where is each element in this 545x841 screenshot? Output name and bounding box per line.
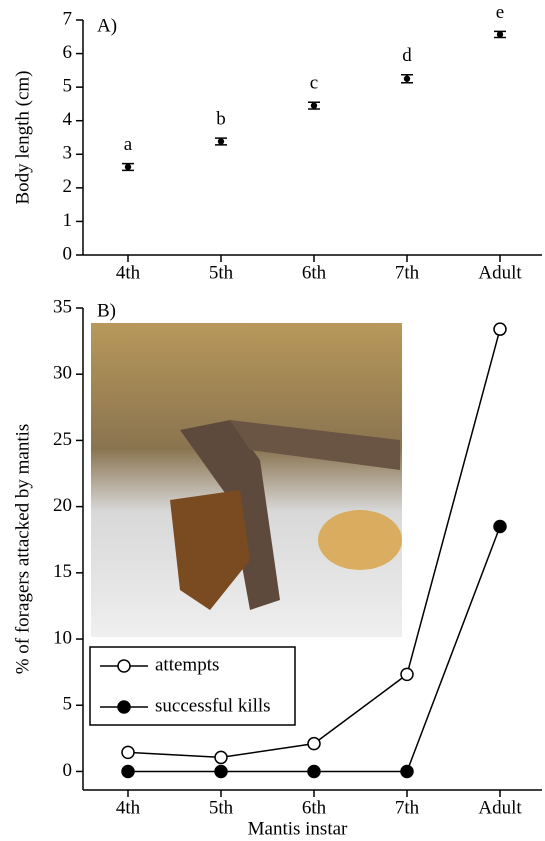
y-tick-label: 25 [53, 429, 72, 450]
point [401, 765, 413, 777]
x-tick-label: Adult [478, 262, 522, 283]
y-tick-label: 0 [63, 243, 73, 264]
significance-letter: d [402, 45, 412, 66]
point [218, 138, 224, 144]
significance-letter: e [496, 2, 504, 23]
x-tick-label: 6th [302, 262, 327, 283]
y-tick-label: 6 [63, 42, 73, 63]
y-tick-label: 30 [53, 363, 72, 384]
y-tick-label: 5 [63, 76, 73, 97]
x-tick-label: 5th [209, 797, 234, 818]
x-axis-label: Mantis instar [248, 818, 348, 839]
legend-marker [118, 660, 130, 672]
x-tick-label: 4th [116, 262, 141, 283]
point [497, 31, 503, 37]
y-tick-label: 2 [63, 176, 73, 197]
significance-letter: a [124, 134, 133, 155]
x-tick-label: 6th [302, 797, 327, 818]
point [404, 76, 410, 82]
legend-marker [118, 701, 130, 713]
y-tick-label: 20 [53, 495, 72, 516]
panel-title: B) [97, 300, 116, 321]
x-tick-label: 5th [209, 262, 234, 283]
point [401, 668, 413, 680]
point [215, 751, 227, 763]
y-tick-label: 7 [63, 8, 73, 29]
point [122, 746, 134, 758]
point [125, 164, 131, 170]
x-tick-label: 7th [395, 797, 420, 818]
significance-letter: c [310, 73, 318, 94]
y-tick-label: 0 [63, 760, 73, 781]
y-tick-label: 3 [63, 143, 73, 164]
figure: A) 0 1 2 3 4 5 6 7 4th 5th 6th 7th Adult Body length (… [0, 0, 545, 841]
y-axis-label: Body length (cm) [12, 70, 33, 204]
legend-label: attempts [155, 654, 219, 675]
photo [91, 323, 402, 637]
panel-title: A) [97, 15, 117, 36]
y-tick-label: 4 [63, 109, 73, 130]
y-tick-label: 1 [63, 210, 73, 231]
y-tick-label: 5 [63, 694, 73, 715]
y-tick-label: 35 [53, 296, 72, 317]
point [494, 323, 506, 335]
point [311, 102, 317, 108]
point [215, 765, 227, 777]
y-tick-label: 15 [53, 561, 72, 582]
significance-letter: b [216, 109, 226, 130]
point [308, 738, 320, 750]
y-tick-label: 10 [53, 627, 72, 648]
x-tick-label: 4th [116, 797, 141, 818]
legend-label: successful kills [155, 695, 271, 716]
point [122, 765, 134, 777]
y-axis-label: % of foragers attacked by mantis [12, 424, 33, 675]
point [308, 765, 320, 777]
x-tick-label: Adult [478, 797, 522, 818]
x-tick-label: 7th [395, 262, 420, 283]
point [494, 520, 506, 532]
